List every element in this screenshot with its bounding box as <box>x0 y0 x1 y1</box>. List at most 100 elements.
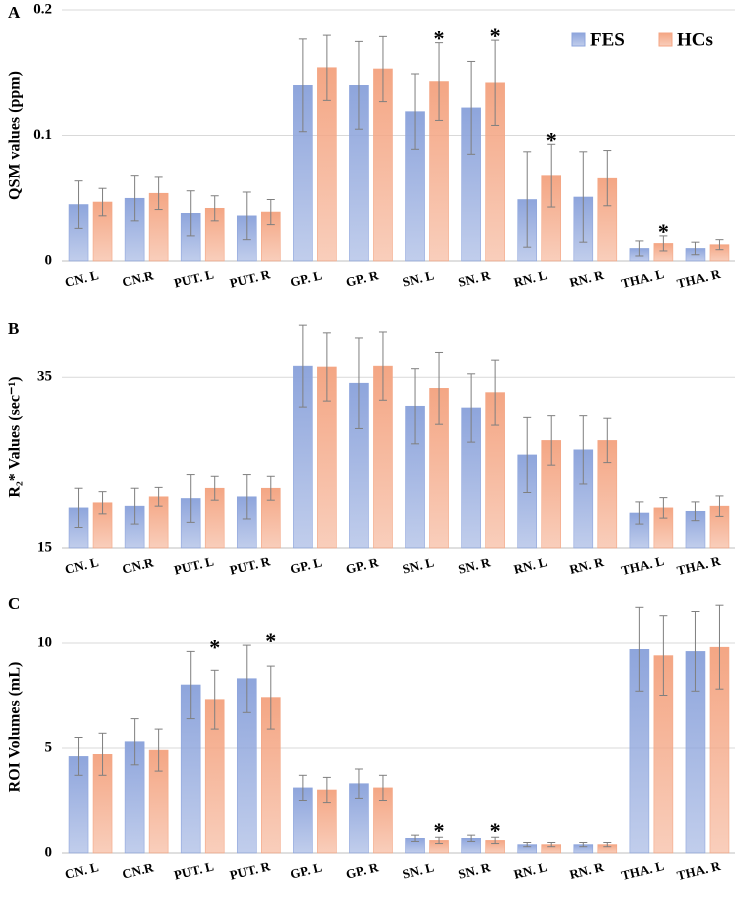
significance-marker: * <box>434 818 445 843</box>
error-bar <box>715 604 724 690</box>
significance-marker: * <box>434 26 445 51</box>
error-bar <box>691 501 700 522</box>
error-bar <box>467 373 476 443</box>
error-bar <box>659 235 668 252</box>
error-bar <box>715 239 724 251</box>
x-tick-label: THA. R <box>675 858 722 883</box>
error-bar <box>210 475 219 501</box>
x-tick-label: RN. L <box>512 554 549 577</box>
x-tick-label: RN. L <box>512 267 549 290</box>
error-bar <box>603 150 612 207</box>
x-tick-label: PUT. L <box>173 266 216 290</box>
error-bar <box>74 487 83 529</box>
x-tick-label: THA. L <box>620 858 666 883</box>
x-tick-label: SN. L <box>401 554 436 576</box>
x-tick-label: THA. R <box>675 266 722 291</box>
x-tick-label: CN.R <box>121 554 156 576</box>
x-tick-label: CN.R <box>121 859 156 881</box>
y-axis-label: QSM values (ppm) <box>7 71 24 200</box>
significance-marker: * <box>490 23 501 48</box>
error-bar <box>435 42 444 121</box>
error-bar <box>74 180 83 229</box>
error-bar <box>579 151 588 243</box>
legend-label: FES <box>590 29 625 50</box>
error-bar <box>154 486 163 507</box>
error-bar <box>691 241 700 256</box>
error-bar <box>547 143 556 208</box>
legend-label: HCs <box>677 29 713 50</box>
x-tick-label: GP. R <box>344 267 380 290</box>
x-tick-label: GP. L <box>289 554 324 576</box>
error-bar <box>491 39 500 126</box>
x-tick-label: SN. R <box>457 554 493 577</box>
legend-swatch <box>658 32 673 47</box>
error-bar <box>523 842 532 848</box>
error-bar <box>322 34 331 101</box>
error-bar <box>354 40 363 130</box>
x-tick-label: CN. L <box>63 267 100 290</box>
significance-marker: * <box>658 219 669 244</box>
x-tick-label: RN. R <box>568 859 606 882</box>
x-tick-label: RN. R <box>568 267 606 290</box>
significance-marker: * <box>209 634 220 659</box>
error-bar <box>130 175 139 222</box>
error-bar <box>523 151 532 248</box>
x-tick-label: CN. L <box>63 859 100 882</box>
error-bar <box>210 195 219 222</box>
y-tick-label: 0 <box>45 252 53 268</box>
error-bar <box>130 487 139 525</box>
y-axis-label: R₂* Values (sec⁻¹) <box>7 376 24 497</box>
error-bar <box>266 199 275 226</box>
y-tick-label: 5 <box>45 739 53 755</box>
error-bar <box>523 416 532 493</box>
panel-label: A <box>8 3 21 22</box>
error-bar <box>354 768 363 799</box>
x-tick-label: PUT. L <box>173 858 216 882</box>
error-bar <box>298 324 307 408</box>
x-tick-label: PUT. L <box>173 553 216 577</box>
error-bar <box>411 73 420 150</box>
x-tick-label: CN. L <box>63 554 100 577</box>
error-bar <box>210 669 219 730</box>
error-bar <box>603 417 612 464</box>
legend-swatch <box>571 32 586 47</box>
error-bar <box>547 415 556 466</box>
error-bar <box>98 732 107 776</box>
x-tick-label: GP. R <box>344 554 380 577</box>
x-tick-label: THA. L <box>620 553 666 578</box>
error-bar <box>411 368 420 445</box>
error-bar <box>266 665 275 730</box>
error-bar <box>378 331 387 401</box>
error-bar <box>435 836 444 845</box>
error-bar <box>635 606 644 692</box>
y-tick-label: 0.1 <box>33 127 52 143</box>
error-bar <box>130 718 139 766</box>
x-tick-label: SN. R <box>457 267 493 290</box>
error-bar <box>715 495 724 517</box>
error-bar <box>74 737 83 776</box>
error-bar <box>98 491 107 515</box>
error-bar <box>378 774 387 801</box>
error-bar <box>547 842 556 848</box>
x-tick-label: SN. L <box>401 859 436 881</box>
error-bar <box>659 615 668 696</box>
error-bar <box>491 359 500 426</box>
x-tick-label: GP. R <box>344 859 380 882</box>
y-tick-label: 0.2 <box>33 1 52 17</box>
error-bar <box>186 650 195 720</box>
error-bar <box>635 501 644 525</box>
error-bar <box>635 240 644 257</box>
y-tick-label: 15 <box>37 539 52 555</box>
x-tick-label: RN. R <box>568 554 606 577</box>
error-bar <box>322 776 331 804</box>
error-bar <box>298 774 307 801</box>
error-bar <box>186 190 195 237</box>
error-bar <box>603 842 612 848</box>
y-tick-label: 10 <box>37 634 52 650</box>
error-bar <box>298 38 307 133</box>
error-bar <box>411 834 420 842</box>
x-tick-label: SN. L <box>401 267 436 289</box>
error-bar <box>266 475 275 501</box>
panel-label: B <box>8 319 19 338</box>
